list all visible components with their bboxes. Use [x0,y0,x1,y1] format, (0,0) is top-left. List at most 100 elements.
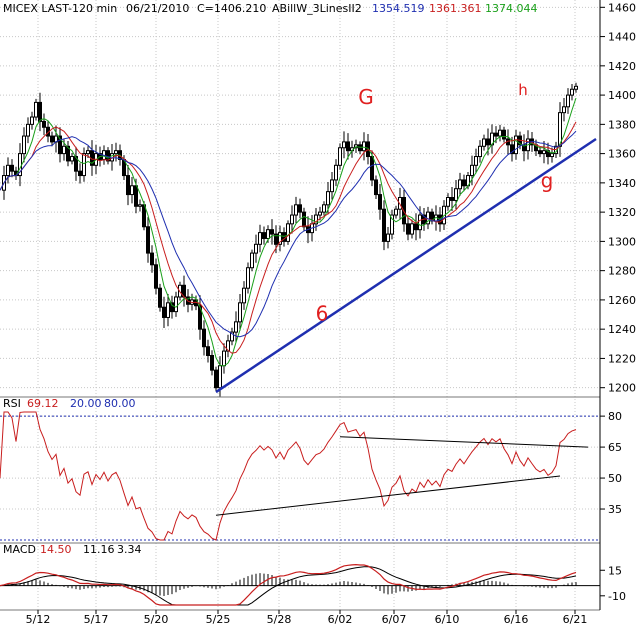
candle-down [462,179,466,187]
ma-blue-value: 1354.519 [372,2,425,15]
candle-down [494,132,498,137]
candle-down [302,211,306,228]
candle-up [570,88,574,96]
candle-up [458,179,462,190]
candle-up [234,321,238,333]
candle-up [482,138,486,147]
candle-up [258,232,262,245]
rsi-trendline [339,436,589,448]
candle-up [222,350,226,367]
price-tick-label: 1200 [608,382,636,395]
candle-up [86,150,90,155]
candle-up [542,150,546,155]
candle-down [78,170,82,177]
candle-down [146,226,150,254]
candle-up [238,302,242,323]
ma-blue-line [0,130,577,338]
price-tick-label: 1260 [608,294,636,307]
price-tick-label: 1400 [608,89,636,102]
candle-down [66,145,70,162]
candle-up [70,156,74,162]
candle-up [22,135,26,155]
macd-tick-label: -10 [608,590,626,603]
macd-tick-label: 15 [608,564,622,577]
candle-up [34,101,38,118]
candle-up [322,204,326,213]
price-tick-label: 1280 [608,265,636,278]
x-tick-label: 6/07 [382,613,407,626]
chart-symbol: MICEX LAST-120 min [3,2,117,15]
candle-down [298,204,302,213]
price-tick-label: 1440 [608,31,636,44]
candle-up [62,145,66,155]
candle-down [74,156,78,172]
candle-up [266,229,270,239]
candle-down [202,328,206,348]
price-tick-label: 1300 [608,235,636,248]
candle-down [150,252,154,266]
candle-up [82,153,86,177]
candle-up [334,164,338,181]
candle-down [270,229,274,235]
rsi-tick-label: 35 [608,503,622,516]
ma-green-value: 1374.044 [485,2,538,15]
annotation-label: G [358,85,374,109]
candle-down [374,179,378,196]
candle-up [454,188,458,201]
rsi-value: 69.12 [27,397,59,410]
candle-up [558,112,562,147]
x-tick-label: 5/12 [26,613,51,626]
candle-up [250,252,254,269]
chart-date: 06/21/2010 [126,2,189,15]
candle-up [130,185,134,196]
price-tick-label: 1240 [608,323,636,336]
candle-down [282,232,286,242]
candle-down [10,164,14,172]
candle-up [390,214,394,235]
candle-up [230,331,234,342]
candle-up [418,214,422,231]
candle-up [138,204,142,207]
candle-up [474,156,478,166]
candle-down [170,302,174,313]
candle-down [198,305,202,330]
candle-down [214,369,218,389]
candle-down [126,175,130,196]
rsi-low-level: 20.00 [70,397,102,410]
candle-up [6,164,10,177]
macd-line [0,563,577,606]
candle-up [338,147,342,166]
candle-up [294,204,298,216]
macd-hist-value: 3.34 [117,543,142,556]
rsi-trendline [215,475,561,516]
candle-down [154,264,158,289]
candle-up [314,214,318,225]
candle-down [450,197,454,201]
x-tick-label: 6/21 [563,613,588,626]
candle-down [38,101,42,122]
candle-up [318,211,322,216]
candle-down [370,156,374,181]
candle-down [486,138,490,146]
candle-down [414,223,418,231]
candle-up [254,243,258,254]
x-tick-label: 5/17 [84,613,109,626]
candle-down [538,150,542,155]
price-tick-label: 1360 [608,148,636,161]
candle-up [386,233,390,242]
rsi-tick-label: 50 [608,472,622,485]
candle-up [278,232,282,245]
candle-up [446,197,450,207]
grid [0,0,600,610]
x-tick-label: 5/20 [144,613,169,626]
candle-down [42,120,46,128]
annotation-label: 6 [316,301,329,325]
trendline [215,137,597,394]
candle-down [346,141,350,152]
candle-down [158,287,162,308]
candle-up [114,150,118,155]
annotation-label: g [541,168,554,192]
candle-up [498,129,502,137]
